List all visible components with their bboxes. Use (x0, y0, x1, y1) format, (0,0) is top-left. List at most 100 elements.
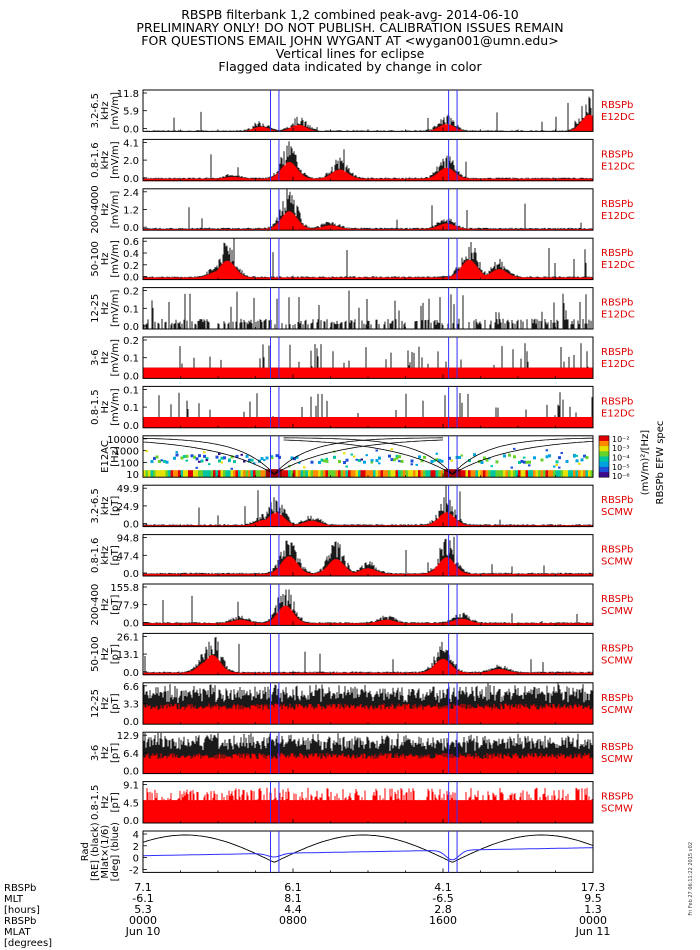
panel-spec-label-1: [Hz] (110, 446, 121, 467)
panel-b5-instrument: SCMW (601, 705, 633, 716)
gyrofrequency-curve (283, 439, 593, 475)
panel-b1-peak-trace (143, 485, 593, 527)
panel-b4-probe: RBSPb (601, 643, 633, 654)
panel-e5-label-0: 12-25 (90, 294, 101, 323)
panel-b5-probe: RBSPb (601, 693, 633, 704)
panel-e7-probe: RBSPb (601, 396, 633, 407)
title-line-3: FOR QUESTIONS EMAIL JOHN WYGANT AT <wyga… (141, 33, 559, 48)
panel-e2-label-2: [mV/m] (110, 141, 121, 179)
panel-b4-tick-2: 0.0 (123, 668, 139, 679)
colorbar-tick-0: 10⁻² (612, 435, 630, 444)
panel-b4-frame (142, 632, 594, 676)
panel-b6-probe: RBSPb (601, 742, 633, 753)
panel-b3-label-1: Hz (100, 598, 111, 611)
panel-b5-tick-0: 6.6 (123, 682, 139, 693)
panel-b2-label-1: kHz (100, 546, 111, 565)
panel-e2-label-0: 0.8-1.6 (90, 142, 101, 177)
timestamp-label: Fri Feb 27 06:11:22 2015 v02 (688, 842, 694, 916)
panel-e3-probe: RBSPb (601, 199, 633, 210)
panel-e1-frame (142, 89, 594, 132)
panel-b1-frame (142, 484, 594, 528)
colorbar-frame (598, 435, 610, 478)
title-line-5: Flagged data indicated by change in colo… (218, 59, 482, 74)
panel-b5-label-0: 12-25 (90, 689, 101, 718)
panel-b1-traces (143, 485, 593, 527)
panel-b5-tick-1: 3.3 (123, 700, 139, 711)
x-axis-mlt-1: 8.1 (284, 892, 302, 905)
panel-b6-frame (142, 731, 594, 775)
panel-e6-tick-0: 0.2 (123, 336, 139, 347)
x-axis-date-0: Jun 10 (125, 925, 161, 938)
panel-b7-probe: RBSPb (601, 792, 633, 803)
panel-e2-probe: RBSPb (601, 149, 633, 160)
x-axis: RBSPbMLT[hours]RBSPbMLAT[degrees]7.1-6.1… (4, 881, 610, 949)
panel-e7-tick-1: 0.1 (123, 403, 139, 414)
panel-eph-label-0: Rad (80, 842, 91, 861)
panel-b3-frame (142, 583, 594, 626)
panel-e6-probe: RBSPb (601, 347, 633, 358)
panel-b3-avg-trace (143, 605, 593, 626)
panel-b6-traces (143, 732, 593, 774)
panel-b6-avg-trace (143, 752, 593, 774)
panel-e3-peak-trace (143, 188, 593, 231)
panel-e3-traces (143, 188, 593, 231)
title-line-1: RBSPB filterbank 1,2 combined peak-avg- … (181, 7, 519, 22)
x-axis-rad-3: 17.3 (581, 881, 606, 894)
panel-b3-probe: RBSPb (601, 594, 633, 605)
panel-e7-label-1: Hz (100, 401, 111, 414)
x-axis-row-label-2: [hours] (4, 905, 40, 916)
x-axis-time-0: 0000 (129, 914, 157, 927)
x-axis-mlt-0: -6.1 (132, 892, 153, 905)
panel-b2-traces (143, 536, 593, 576)
panel-e2-traces (143, 141, 593, 181)
panel-b4-tick-1: 13.1 (117, 650, 139, 661)
x-axis-time-3: 0000 (579, 914, 607, 927)
panel-e2-peak-trace (143, 141, 593, 181)
panel-e6-tick-1: 0.1 (123, 354, 139, 365)
panel-e7-avg-fill (143, 417, 593, 428)
panel-e4-tick-0: 0.6 (123, 237, 139, 248)
panel-e1-traces (143, 96, 593, 132)
panel-b5-label-1: Hz (100, 697, 111, 710)
panel-e5-label-2: [mV/m] (110, 289, 121, 327)
panel-b3-instrument: SCMW (601, 606, 633, 617)
chart-header: RBSPB filterbank 1,2 combined peak-avg- … (0, 8, 700, 73)
panel-e5-tick-2: 0.0 (123, 322, 139, 333)
panel-e3-label-0: 200-4000 (90, 185, 101, 233)
panel-e6-tick-2: 0.0 (123, 371, 139, 382)
panel-e5-tick-0: 0.2 (123, 287, 139, 298)
panel-b1-label-1: kHz (100, 497, 111, 516)
panel-spec-tick-2: 100 (120, 458, 139, 469)
panel-b7-tick-2: 0.0 (123, 816, 139, 827)
panel-b6-instrument: SCMW (601, 754, 633, 765)
x-axis-mlt-2: -6.5 (432, 892, 453, 905)
x-axis-row-label-4: MLAT (4, 927, 31, 938)
panel-e4-traces (143, 238, 593, 280)
panel-spec-label-0: E12AC (100, 440, 111, 473)
panel-e1-avg-trace (237, 114, 593, 132)
panel-b5-label-2: [pT] (110, 693, 121, 713)
panel-e2-tick-2: 0.0 (123, 174, 139, 185)
panel-b7-traces (143, 787, 593, 823)
colorbar-title: RBSPb EFW spec (655, 421, 666, 505)
panel-e4-instrument: E12DC (601, 260, 635, 271)
panel-b4-label-2: [pT] (110, 644, 121, 664)
panel-e4-label-0: 50-100 (90, 241, 101, 276)
panel-b4-label-1: Hz (100, 648, 111, 661)
panel-e3-label-2: [mV/m] (110, 191, 121, 229)
panel-spec-traces (143, 437, 593, 478)
x-axis-mlat-0: 5.3 (134, 903, 152, 916)
panel-e1-peak-trace (143, 96, 593, 132)
panel-b3-tick-0: 155.8 (110, 583, 139, 594)
panel-e3-tick-2: 0.0 (123, 223, 139, 234)
panel-b4-instrument: SCMW (601, 655, 633, 666)
panel-b6-tick-1: 6.4 (123, 749, 139, 760)
panel-b4-label-0: 50-100 (90, 636, 101, 671)
panel-e4-tick-3: 0.0 (123, 273, 139, 284)
